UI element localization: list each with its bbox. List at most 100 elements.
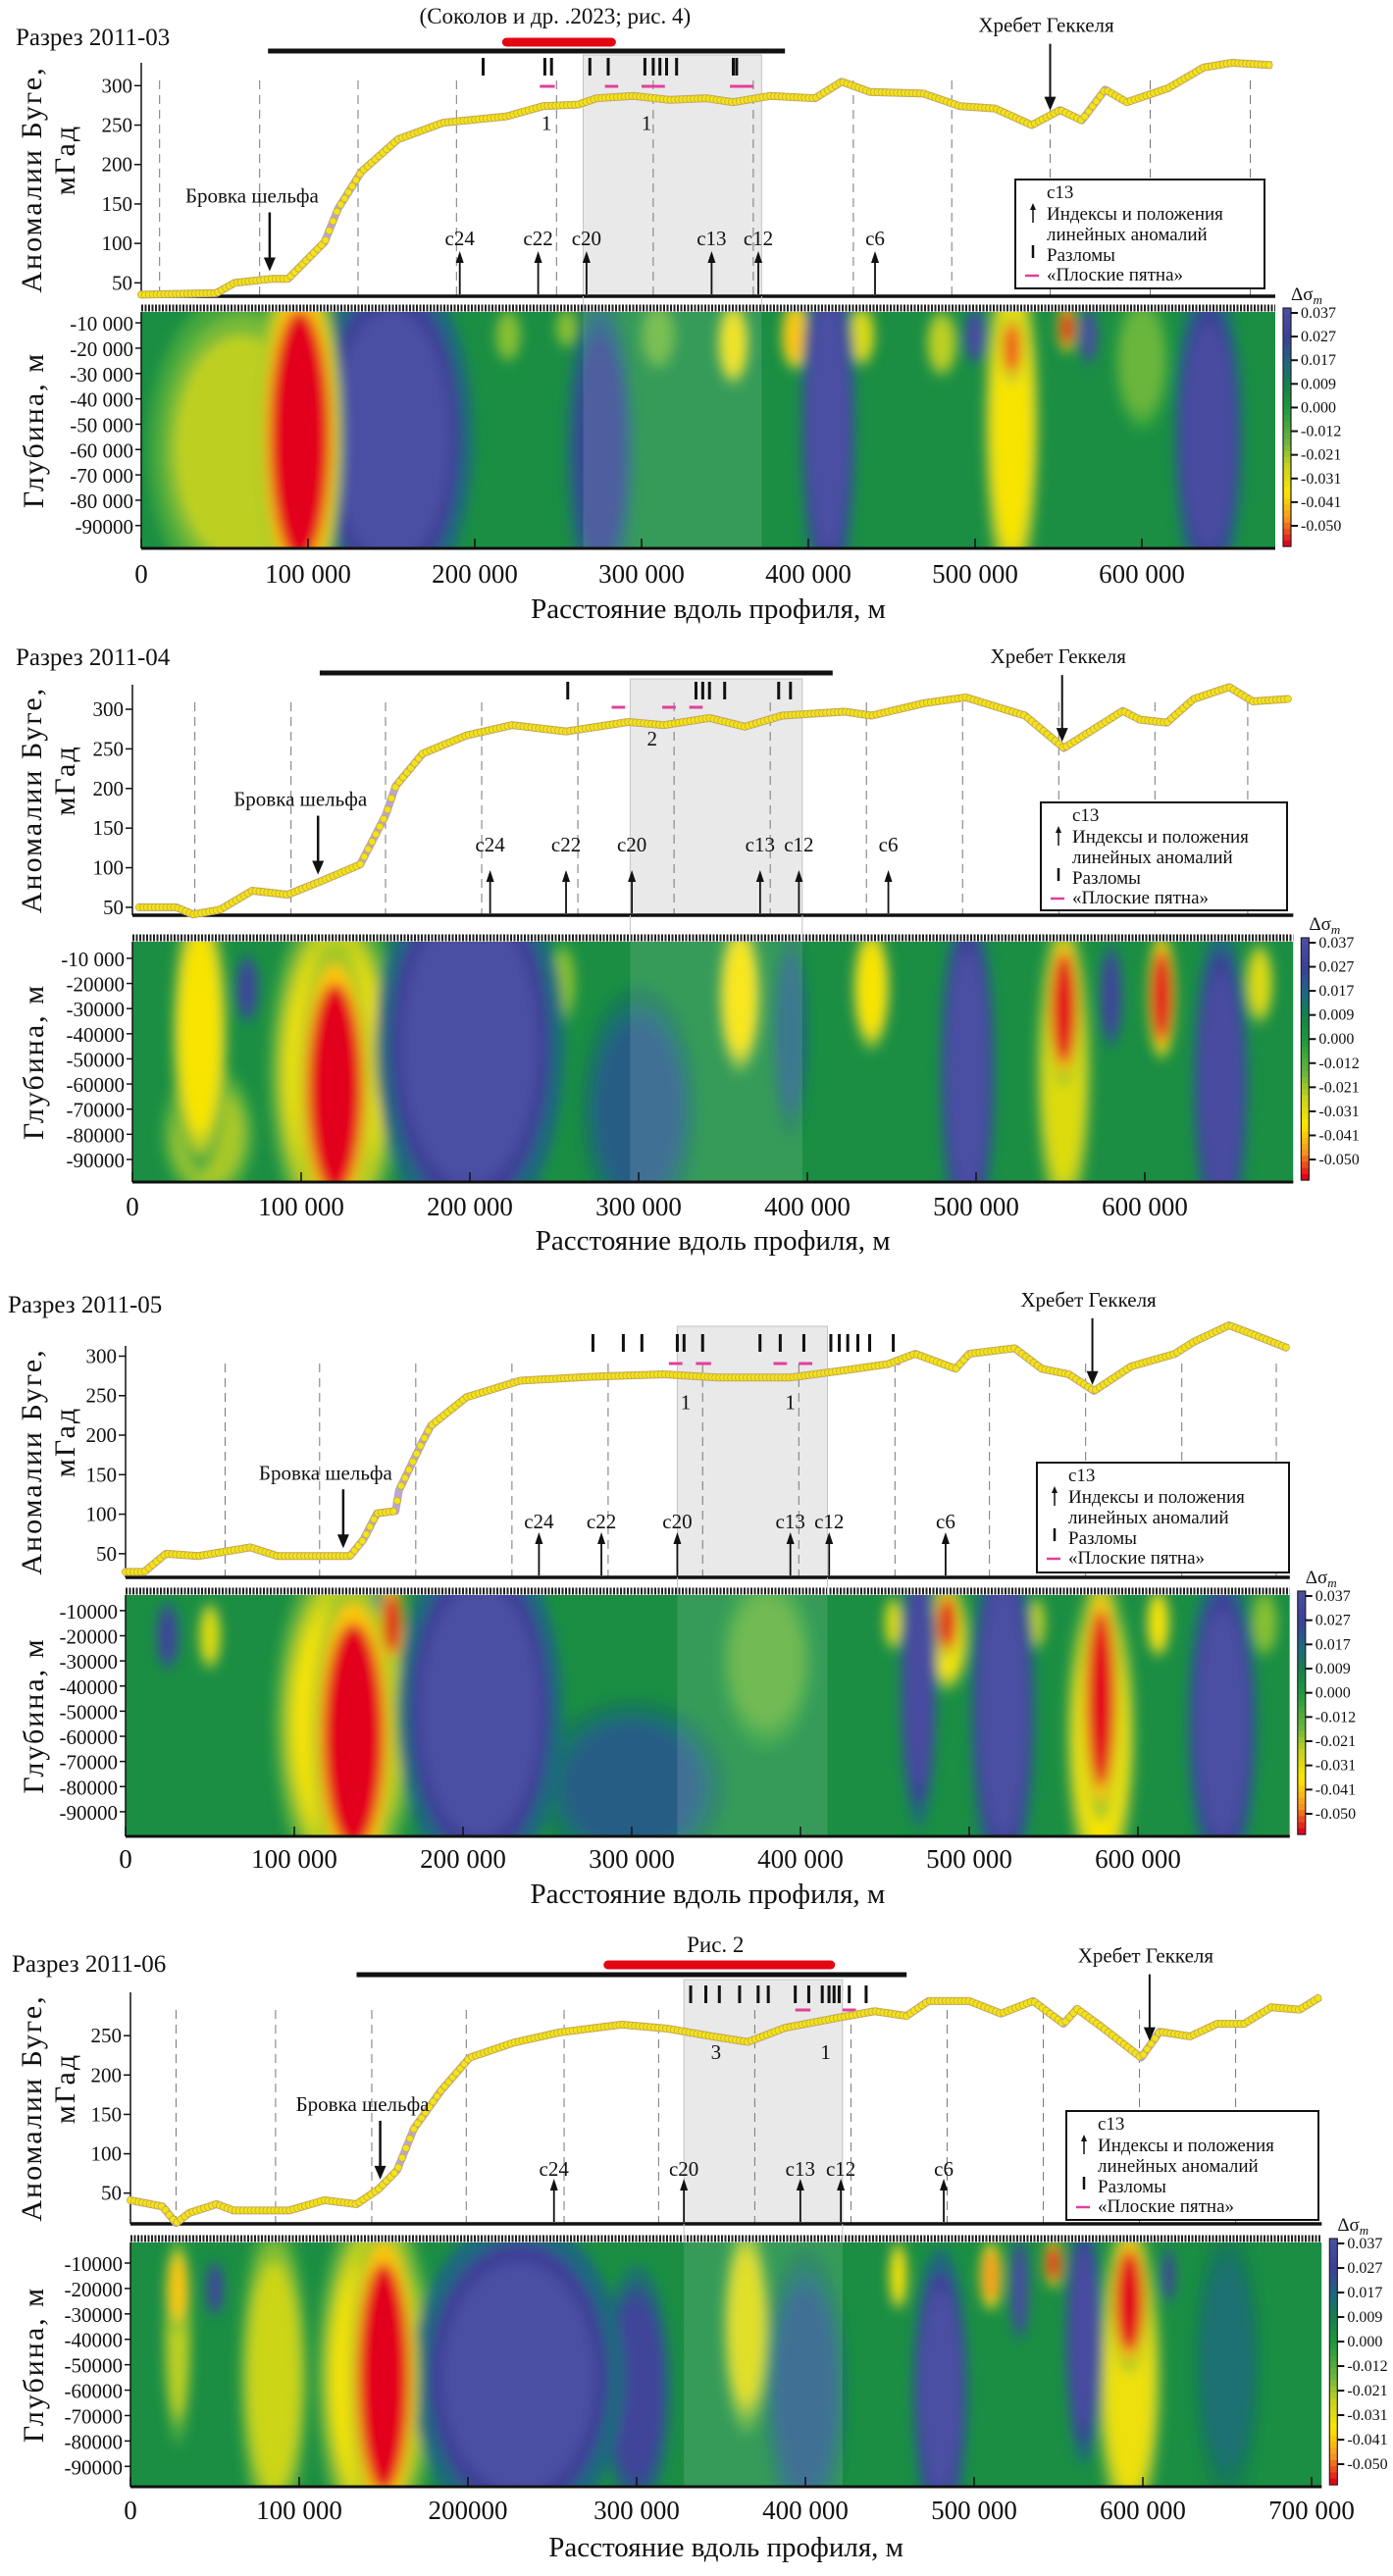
x-axis-label: Расстояние вдоль профиля, м xyxy=(548,2532,903,2563)
legend-anomalies-label: Индексы и положения xyxy=(1098,2136,1274,2156)
colorbar-band xyxy=(1297,1597,1306,1604)
colorbar-band xyxy=(1283,462,1291,470)
colorbar-band xyxy=(1297,1755,1306,1763)
colorbar-band xyxy=(1283,450,1291,458)
heatmap-field xyxy=(126,1595,1290,1836)
colorbar-band xyxy=(1301,1004,1310,1011)
magnetic-anomaly-label: c24 xyxy=(445,227,476,250)
colorbar-tick-label: -0.050 xyxy=(1301,518,1341,535)
colorbar-band xyxy=(1329,2374,1338,2381)
interval-number-label: 1 xyxy=(642,111,652,134)
arrow-up-icon xyxy=(1030,203,1036,210)
colorbar-band xyxy=(1301,1125,1310,1133)
colorbar-band xyxy=(1301,955,1310,963)
data-point xyxy=(351,176,360,184)
x-tick-label: 300 000 xyxy=(589,1844,675,1874)
data-point xyxy=(433,2091,441,2100)
colorbar-band xyxy=(1283,314,1291,321)
y-tick-label: 250 xyxy=(93,737,125,760)
heatmap-anomaly xyxy=(1081,315,1096,356)
colorbar-tick-label: 0.017 xyxy=(1316,1636,1351,1653)
bouguer-anomaly-points xyxy=(136,59,1273,299)
colorbar-band xyxy=(1297,1633,1306,1641)
depth-tick-label: -80000 xyxy=(67,1123,126,1147)
heatmap-field xyxy=(141,312,1275,548)
colorbar: 0.037 0.027 0.017 0.009 0.000 -0.012 -0.021 -0.… xyxy=(1297,1568,1356,1835)
legend-anomalies-label: Индексы и положения xyxy=(1072,827,1249,848)
colorbar-band xyxy=(1301,1077,1310,1084)
arrow-up-icon xyxy=(1081,2135,1087,2141)
heatmap-anomaly xyxy=(497,315,519,356)
colorbar-band xyxy=(1283,487,1291,493)
ridge-label: Хребет Геккеля xyxy=(978,14,1114,37)
colorbar-band xyxy=(1297,1828,1306,1835)
colorbar-band xyxy=(1329,2281,1338,2289)
data-point xyxy=(1143,2044,1152,2053)
colorbar-band xyxy=(1297,1719,1306,1726)
interval-number-label: 1 xyxy=(542,111,552,134)
x-tick-label: 600 000 xyxy=(1100,2496,1186,2525)
colorbar-tick-label: -0.021 xyxy=(1301,447,1341,464)
arrow-up-icon xyxy=(628,870,637,882)
data-point xyxy=(321,235,330,244)
heatmap-anomaly xyxy=(564,1724,699,1836)
colorbar-band xyxy=(1329,2337,1338,2344)
data-point xyxy=(417,2114,426,2123)
colorbar-frame xyxy=(1297,1590,1307,1835)
colorbar-band xyxy=(1301,1010,1310,1017)
x-tick-label: 100 000 xyxy=(258,1192,344,1221)
colorbar-band xyxy=(1329,2410,1338,2418)
colorbar-tick-label: -0.012 xyxy=(1316,1709,1356,1726)
legend-index-example: c13 xyxy=(1098,2114,1124,2135)
colorbar-band xyxy=(1329,2318,1338,2326)
x-tick-label: 100 000 xyxy=(256,2496,342,2525)
heatmap-anomaly xyxy=(982,2250,1000,2301)
data-point xyxy=(348,181,357,190)
heatmap-anomalies xyxy=(163,2242,1264,2487)
colorbar-band xyxy=(1297,1816,1306,1824)
data-point xyxy=(368,837,377,846)
legend-faults-label: Разломы xyxy=(1072,868,1141,889)
shaded-interval-overlay xyxy=(684,2242,843,2487)
legend-box xyxy=(1014,179,1265,289)
colorbar-band xyxy=(1283,326,1291,333)
colorbar-tick-label: 0.009 xyxy=(1301,376,1336,392)
colorbar-band xyxy=(1297,1767,1306,1775)
colorbar-band xyxy=(1329,2423,1338,2431)
colorbar-band xyxy=(1283,528,1291,536)
y-tick-label: 150 xyxy=(93,816,125,840)
heatmap-anomaly xyxy=(1052,953,1076,1064)
colorbar-band xyxy=(1297,1730,1306,1738)
heatmap-anomaly xyxy=(1121,312,1162,412)
section-panel: Разрез 2011-04 50 100 150 200 250 300 Аномалии … xyxy=(16,644,1360,1257)
colorbar-band xyxy=(1283,540,1291,547)
colorbar-band xyxy=(1329,2386,1338,2394)
colorbar-band xyxy=(1329,2324,1338,2332)
heatmap-anomaly xyxy=(1070,2250,1098,2429)
data-point xyxy=(396,1481,405,1490)
y-tick-label: 200 xyxy=(93,777,125,800)
colorbar-tick-label: 0.009 xyxy=(1316,1661,1351,1677)
heatmap-anomaly xyxy=(238,963,256,1014)
interval-number-label: 3 xyxy=(711,2040,722,2064)
colorbar-band xyxy=(1283,403,1291,410)
colorbar-band xyxy=(1297,1622,1306,1628)
colorbar-band xyxy=(1301,974,1310,981)
y-axis-label-unit: мГад xyxy=(49,125,81,195)
depth-tick-label: -90000 xyxy=(67,1149,126,1172)
colorbar-band xyxy=(1301,1022,1310,1030)
magnetic-anomaly-label: c6 xyxy=(865,227,885,250)
colorbar-band xyxy=(1297,1664,1306,1672)
arrow-down-icon xyxy=(263,257,276,272)
legend-index-example: c13 xyxy=(1072,805,1099,826)
x-tick-label: 600 000 xyxy=(1099,559,1185,589)
data-point xyxy=(412,1449,421,1458)
data-point xyxy=(1314,1994,1322,2003)
colorbar-band xyxy=(1329,2355,1338,2363)
heatmap-anomaly xyxy=(1003,323,1020,374)
arrow-up-icon xyxy=(707,251,716,263)
heatmap-anomaly xyxy=(358,2263,409,2487)
colorbar-band xyxy=(1297,1591,1306,1598)
reference-note: Рис. 2 xyxy=(687,1932,744,1957)
